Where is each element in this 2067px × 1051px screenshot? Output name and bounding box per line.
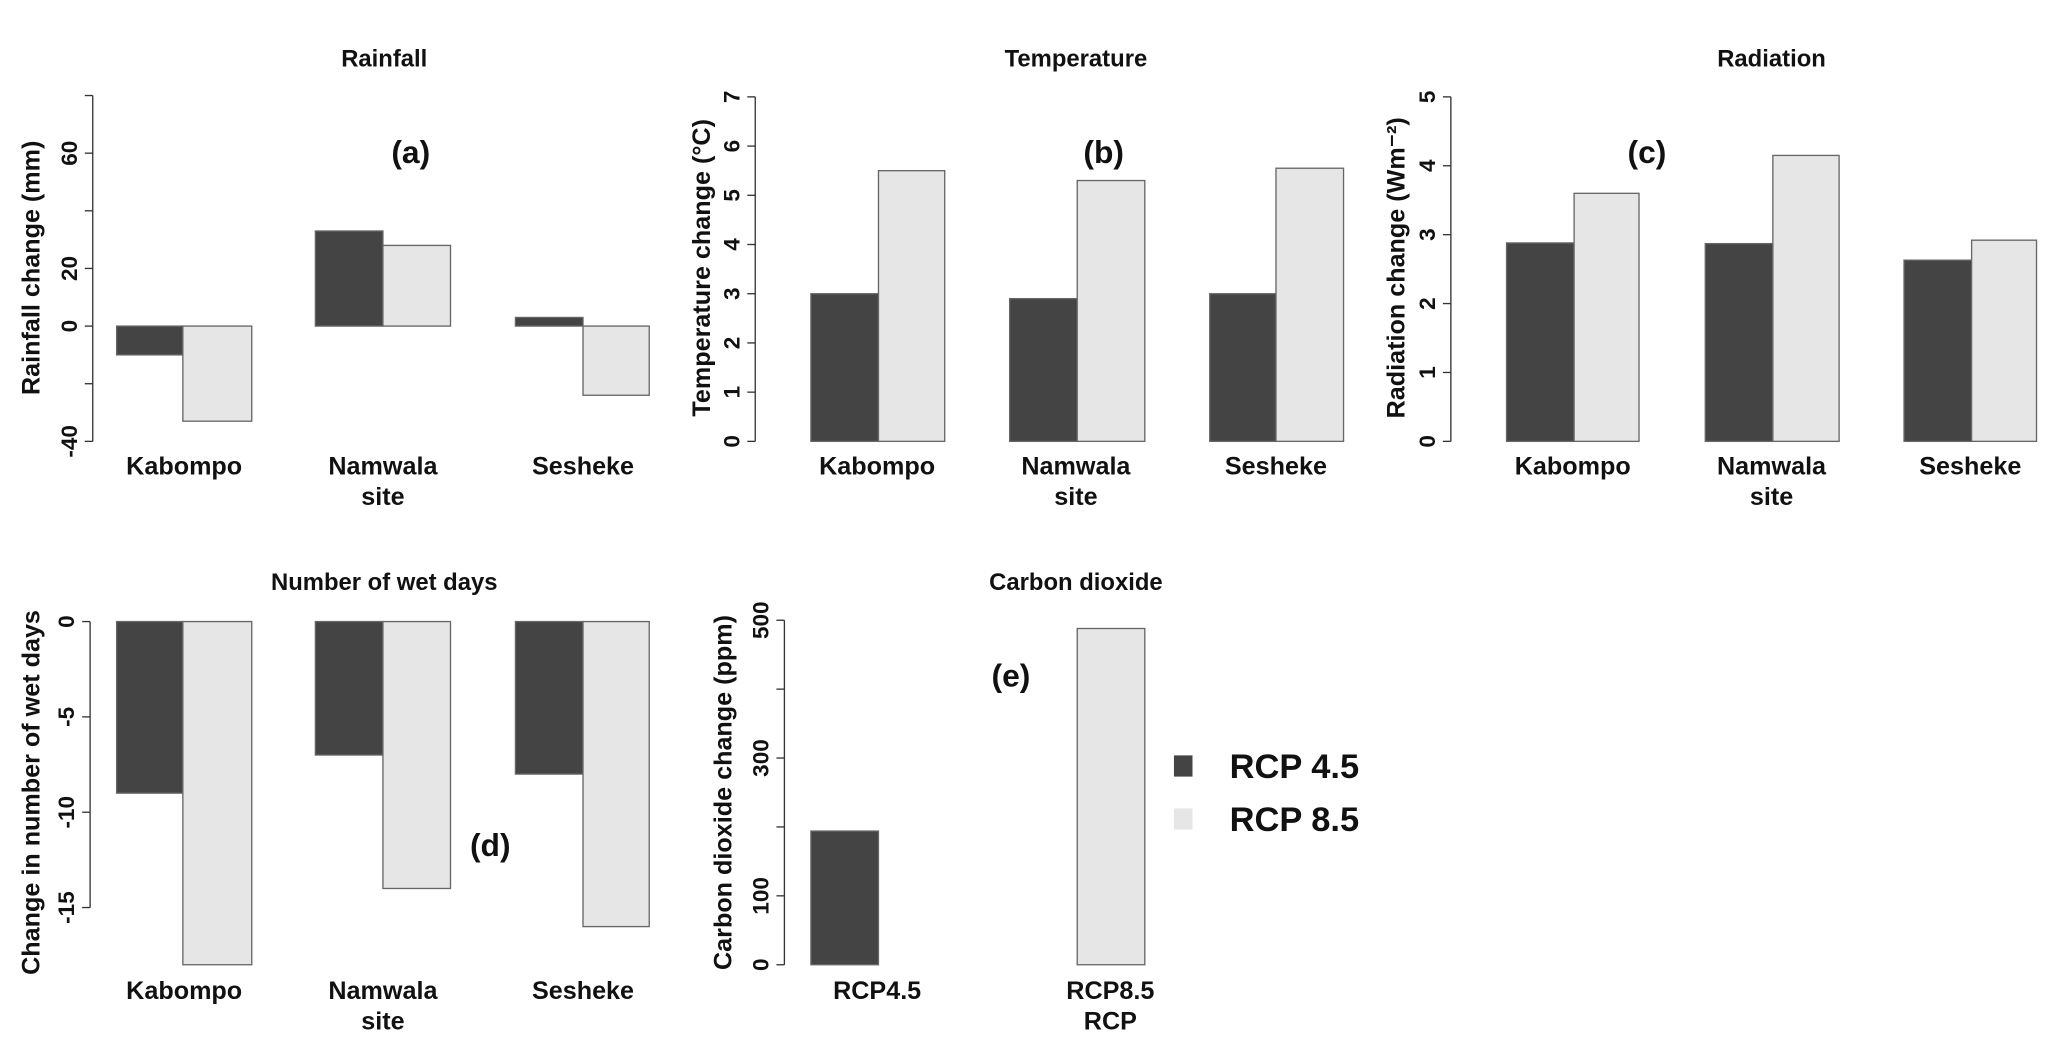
bar-rcp-4-5-namwala [1008,297,1078,443]
bar-rcp-8-5-namwala [382,244,452,327]
bar-rcp-8-5-kabompo [877,170,946,443]
x-category-label: Kabompo [819,452,935,480]
x-category-label: Sesheke [1919,452,2021,480]
x-axis-label: site [1054,483,1097,511]
bar-rcp-4-5-sesheke [1903,259,1973,443]
x-category-label: Namwala [1717,452,1827,480]
bar-co2-rcp8-5 [1076,627,1146,966]
y-axis-label: Change in number of wet days [18,610,46,975]
bar-co2-rcp4-5 [810,830,880,966]
x-category-label: Sesheke [532,977,634,1005]
x-category-label: Sesheke [532,452,634,480]
y-tick-label: 2 [719,337,744,350]
legend-swatch [1173,755,1193,777]
bar-rcp-8-5-sesheke [582,325,650,396]
y-tick-label: 5 [1415,91,1440,104]
bar-rcp-8-5-kabompo [1573,192,1640,443]
y-tick-label: 5 [719,189,744,202]
y-axis-label: Carbon dioxide change (ppm) [709,615,737,970]
y-tick-label: -40 [57,425,82,458]
y-tick-label: 3 [719,287,744,300]
bar-rcp-8-5-sesheke [1970,239,2038,443]
x-axis-label: site [361,1008,404,1036]
x-category-label: Namwala [328,452,438,480]
bar-rcp-8-5-namwala [1076,179,1146,443]
y-tick-label: 2 [1415,297,1440,310]
y-tick-label: 1 [719,386,744,399]
y-tick-label: 3 [1415,228,1440,241]
legend-label: RCP 4.5 [1230,748,1360,786]
x-category-label: Namwala [328,977,438,1005]
bar-rcp-8-5-sesheke [1275,167,1345,443]
panel-label: (a) [391,134,430,170]
chart-title: Carbon dioxide [989,569,1163,596]
x-category-label: Namwala [1021,452,1131,480]
y-axis-label: Rainfall change (mm) [18,141,46,395]
y-tick-label: 20 [57,256,82,281]
x-category-label: Kabompo [126,452,242,480]
y-tick-label: -10 [54,796,79,829]
y-axis-label: Radiation change (Wm⁻²) [1383,117,1411,418]
chart-title: Rainfall [341,45,427,72]
bar-rcp-4-5-namwala [314,230,384,327]
y-tick-label: 300 [749,739,774,777]
chart-title: Number of wet days [271,569,498,596]
y-tick-label: 1 [1415,366,1440,379]
x-category-label: Kabompo [126,977,242,1005]
bar-rcp-4-5-kabompo [1505,242,1575,443]
panel-label: (b) [1083,134,1124,170]
y-tick-label: -5 [54,707,79,727]
y-tick-label: 100 [749,877,774,915]
x-category-label: Sesheke [1225,452,1327,480]
y-tick-label: 0 [57,320,82,333]
x-axis-label: RCP [1084,1008,1137,1036]
y-tick-label: 0 [54,615,79,628]
bar-rcp-8-5-kabompo [182,325,253,422]
bar-rcp-8-5-namwala [1772,154,1840,443]
x-axis-label: site [1750,483,1793,511]
panel-label: (d) [470,827,511,863]
bar-rcp-4-5-kabompo [115,325,184,356]
bar-rcp-4-5-sesheke [1209,293,1277,443]
legend-swatch [1173,808,1193,830]
y-tick-label: 0 [719,435,744,448]
panel-label: (e) [992,657,1031,693]
panel-label: (c) [1628,134,1667,170]
bar-rcp-4-5-kabompo [810,293,880,443]
x-category-label: Kabompo [1515,452,1631,480]
y-tick-label: -15 [54,891,79,924]
bar-rcp-4-5-namwala [1704,242,1774,443]
bar-rcp-4-5-sesheke [514,316,584,327]
y-tick-label: 4 [1415,159,1440,172]
y-tick-label: 7 [719,91,744,104]
x-category-label: RCP8.5 [1066,977,1154,1005]
y-axis-label: Temperature change (°C) [688,119,716,417]
bar-rcp-4-5-sesheke [514,620,584,775]
y-tick-label: 4 [719,238,744,251]
y-tick-label: 6 [719,140,744,153]
bar-rcp-8-5-kabompo [182,620,253,966]
legend-label: RCP 8.5 [1230,801,1360,839]
bar-rcp-4-5-kabompo [115,620,184,794]
y-tick-label: 0 [749,958,774,971]
y-tick-label: 500 [749,601,774,639]
bar-rcp-8-5-namwala [382,620,452,890]
bar-rcp-4-5-namwala [314,620,384,756]
y-tick-label: 0 [1415,435,1440,448]
chart-title: Temperature [1005,45,1148,72]
x-axis-label: site [361,483,404,511]
chart-title: Radiation [1717,45,1826,72]
x-category-label: RCP4.5 [833,977,921,1005]
y-tick-label: 60 [57,141,82,166]
bar-rcp-8-5-sesheke [582,620,650,928]
